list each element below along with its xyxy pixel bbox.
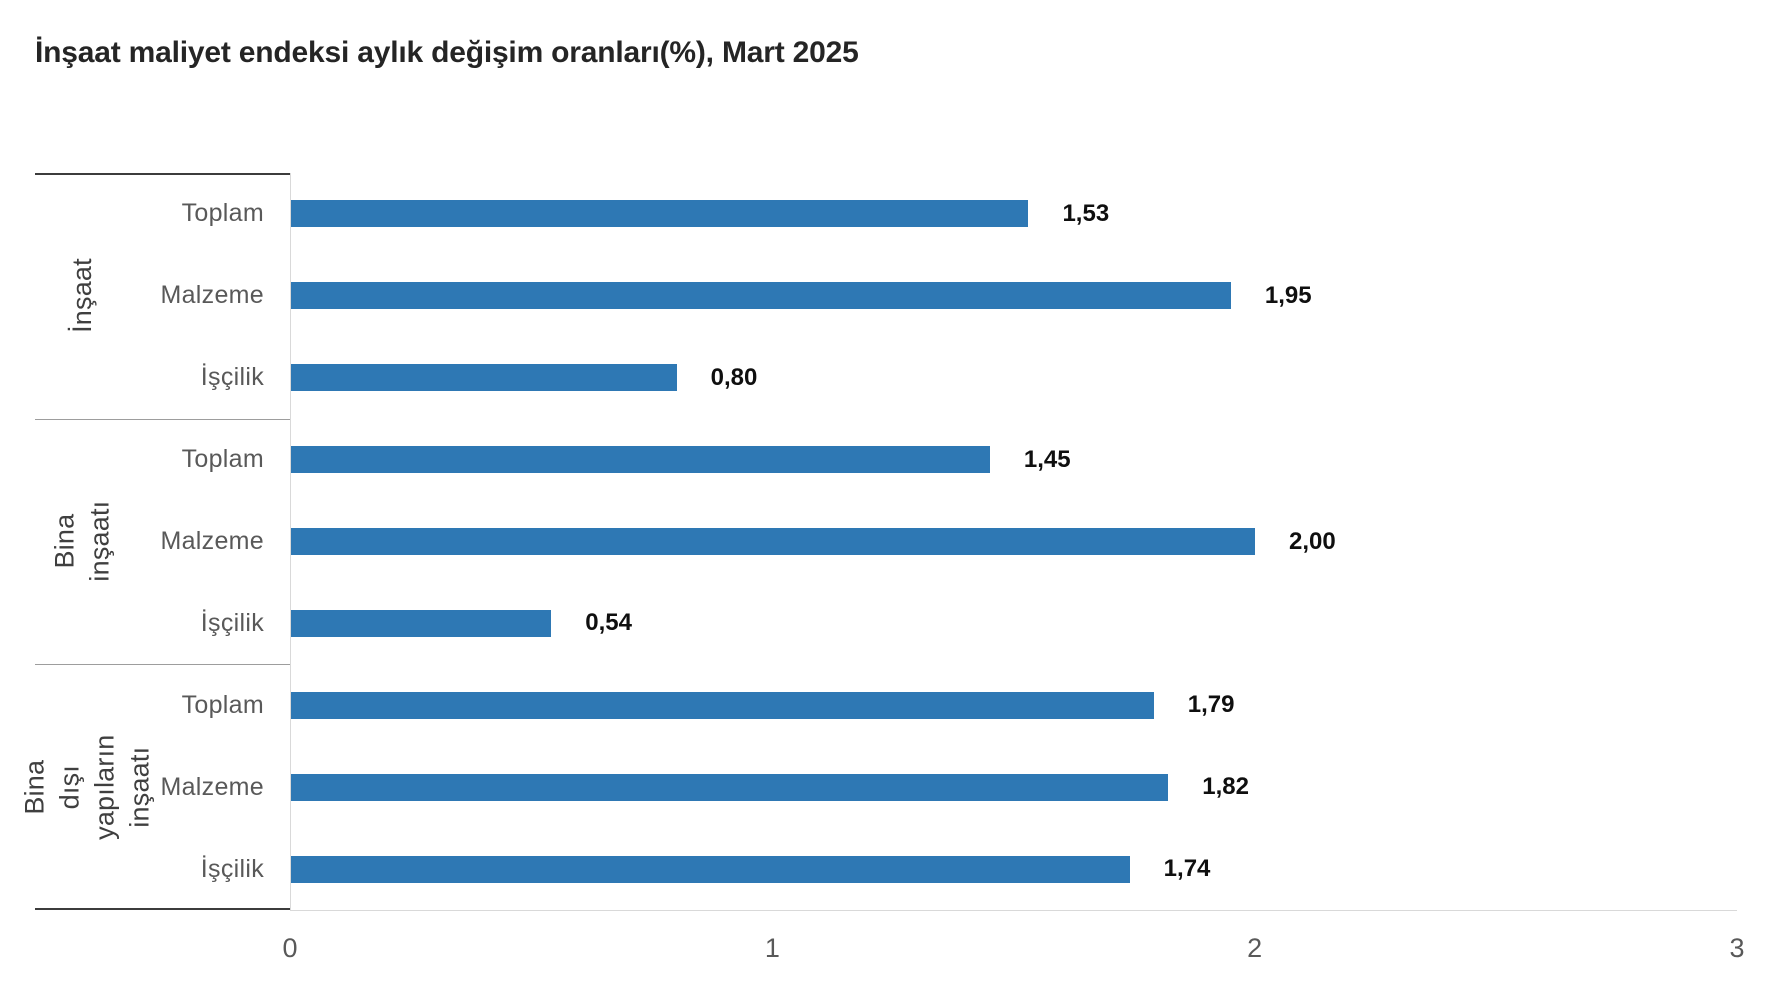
bar-row: 1,79: [291, 664, 1737, 746]
group-label: Bina inşaatı: [49, 501, 115, 582]
group-label: İnşaat: [66, 258, 97, 334]
value-label: 2,00: [1289, 527, 1336, 555]
group-label-cell: Bina dışı yapıların inşaatı: [19, 664, 154, 910]
value-label: 1,45: [1023, 445, 1071, 473]
group-side: Bina inşaatı Toplam Malzeme İşçilik: [35, 419, 290, 665]
category-label: Toplam: [181, 690, 264, 719]
group-label-cell: İnşaat: [35, 173, 130, 419]
group-side: Bina dışı yapıların inşaatı Toplam Malzeme…: [19, 664, 290, 910]
x-axis: 0 1 2 3: [282, 910, 1745, 986]
value-label: 1,74: [1163, 855, 1211, 883]
category-label: Malzeme: [160, 527, 264, 555]
group-side: İnşaat Toplam Malzeme İşçilik: [35, 173, 290, 419]
chart-title: İnşaat maliyet endeksi aylık değişim ora…: [35, 36, 859, 69]
category-label: İşçilik: [200, 608, 264, 637]
value-label: 0,54: [585, 609, 632, 637]
chart-group: İnşaat Toplam Malzeme İşçilik 1,53 1,95 0,80: [35, 173, 1737, 419]
bar-area: 1,53 1,95 0,80: [290, 173, 1737, 419]
category-label: Malzeme: [160, 772, 264, 801]
value-label: 0,80: [710, 363, 758, 391]
value-label: 1,82: [1202, 773, 1249, 801]
value-label: 1,79: [1187, 691, 1235, 719]
bar[interactable]: [291, 691, 1154, 719]
bar-chart: İnşaat Toplam Malzeme İşçilik 1,53 1,95 0,80 Bi…: [19, 173, 1745, 986]
bar[interactable]: [291, 528, 1255, 555]
category-labels: Toplam Malzeme İşçilik: [130, 173, 290, 419]
bar-row: 0,54: [291, 582, 1737, 664]
bar-area: 1,45 2,00 0,54: [290, 418, 1737, 665]
bar[interactable]: [291, 855, 1130, 883]
bar-row: 2,00: [291, 501, 1737, 583]
bar[interactable]: [291, 364, 677, 392]
category-label: Toplam: [181, 445, 264, 474]
bar[interactable]: [291, 446, 990, 474]
category-label: Toplam: [181, 199, 264, 228]
bar-area: 1,79 1,82 1,74: [290, 664, 1737, 911]
x-tick-label: 1: [764, 933, 780, 963]
category-label: İşçilik: [200, 363, 264, 392]
category-label: İşçilik: [200, 854, 264, 883]
bar[interactable]: [291, 282, 1231, 310]
group-label: Bina dışı yapıların inşaatı: [19, 734, 155, 840]
bar[interactable]: [291, 773, 1169, 801]
category-label: Malzeme: [160, 281, 264, 310]
value-label: 1,53: [1062, 199, 1110, 227]
plot-area: İnşaat Toplam Malzeme İşçilik 1,53 1,95 0,80 Bi…: [19, 173, 1737, 911]
bar-row: 1,95: [291, 255, 1737, 337]
value-label: 1,95: [1264, 281, 1312, 309]
bar-row: 1,53: [291, 173, 1737, 255]
chart-group: Bina inşaatı Toplam Malzeme İşçilik 1,45 2,00…: [35, 418, 1737, 665]
x-tick-label: 3: [1729, 933, 1745, 963]
x-tick-label: 0: [282, 933, 298, 963]
bar-row: 1,45: [291, 419, 1737, 501]
chart-group: Bina dışı yapıların inşaatı Toplam Malzeme…: [19, 664, 1737, 911]
bar-row: 1,82: [291, 746, 1737, 828]
x-tick-label: 2: [1247, 933, 1263, 963]
category-labels: Toplam Malzeme İşçilik: [130, 419, 290, 665]
bar-row: 0,80: [291, 337, 1737, 419]
group-label-cell: Bina inşaatı: [35, 419, 130, 665]
bar[interactable]: [291, 609, 552, 637]
category-labels: Toplam Malzeme İşçilik: [140, 664, 290, 910]
bar[interactable]: [291, 200, 1029, 228]
bar-row: 1,74: [291, 828, 1737, 910]
